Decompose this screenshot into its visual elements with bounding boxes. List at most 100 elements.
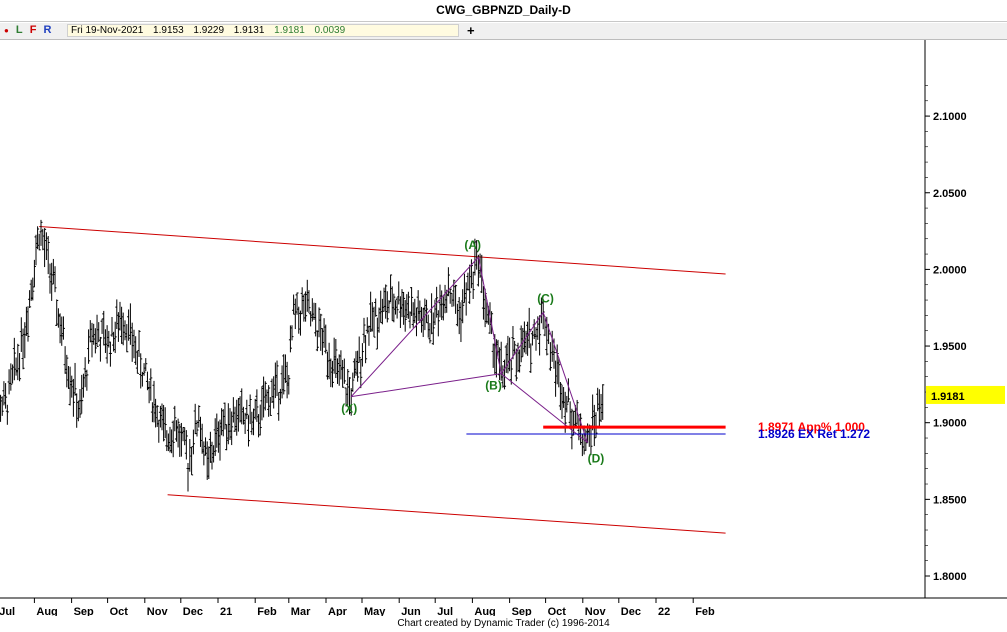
price-bar [471, 271, 475, 300]
x-tick-label: Sep [74, 606, 94, 616]
price-bar [127, 309, 131, 341]
price-bar [18, 353, 22, 382]
y-tick-label: 1.9000 [933, 418, 967, 430]
price-bar [48, 263, 52, 294]
price-bar [165, 430, 169, 452]
r-toggle[interactable]: R [43, 24, 52, 36]
price-bar [73, 362, 77, 396]
wave-label: (B) [485, 379, 502, 393]
price-bar [174, 420, 178, 442]
price-bar [12, 337, 16, 381]
price-bar [450, 292, 454, 307]
price-bar [565, 395, 569, 413]
x-axis: Jul Aug Sep Oct Nov Dec 21 Feb Mar Apr May Jun Jul Au… [0, 598, 715, 616]
price-bar [377, 307, 381, 333]
dot-toggle[interactable]: ● [4, 26, 9, 35]
price-bar [425, 299, 429, 324]
price-bar [195, 420, 199, 437]
price-bar [231, 397, 235, 423]
price-bar [464, 282, 468, 316]
price-bar [263, 381, 267, 411]
price-bar [459, 302, 463, 343]
price-bar [402, 291, 406, 325]
price-bar [37, 233, 41, 251]
price-bar [134, 336, 138, 365]
x-tick-label: 22 [658, 606, 670, 616]
price-bar [282, 354, 286, 395]
wave-line [477, 257, 502, 374]
price-bar [9, 363, 13, 391]
price-bar [171, 420, 175, 458]
price-bar [273, 362, 277, 399]
price-bar [305, 279, 309, 312]
price-bar [68, 366, 72, 406]
price-bar [258, 404, 262, 436]
y-tick-label: 2.1000 [933, 111, 967, 123]
price-bar [88, 320, 92, 343]
price-bar [352, 358, 356, 379]
price-bar [526, 321, 530, 356]
price-bar [513, 340, 517, 355]
price-bar [370, 302, 374, 332]
price-bar [468, 264, 472, 304]
add-study-button[interactable]: + [467, 23, 475, 38]
price-bar [315, 330, 319, 352]
x-tick-label: Jul [437, 606, 453, 616]
price-bar [283, 354, 287, 383]
price-bar [70, 375, 74, 398]
price-bar [178, 423, 182, 457]
price-bar [454, 284, 458, 314]
x-tick-label: Dec [183, 606, 203, 616]
price-bar [200, 423, 204, 454]
price-bar [351, 372, 355, 392]
f-toggle[interactable]: F [29, 24, 37, 36]
price-bar [307, 290, 311, 314]
price-bar [24, 306, 28, 336]
ohlc-readout: Fri 19-Nov-2021 1.9153 1.9229 1.9131 1.9… [67, 24, 459, 37]
price-bar [295, 292, 299, 315]
price-bar [28, 290, 32, 309]
price-bar [160, 403, 164, 431]
price-bar [387, 300, 391, 314]
x-tick-label: Nov [585, 606, 607, 616]
price-bar [416, 290, 420, 321]
price-bar [290, 325, 294, 341]
price-bar [181, 427, 185, 442]
price-bar [369, 291, 373, 332]
price-bar [137, 330, 141, 357]
price-bar [275, 360, 279, 397]
chart-grid [0, 40, 1007, 599]
wave-labels: (X) (A) (B) (C) (D) [341, 238, 604, 465]
price-bar [98, 336, 102, 362]
price-bar [202, 441, 206, 466]
price-bar [216, 421, 220, 453]
y-tick-label: 2.0000 [933, 264, 967, 276]
price-bar [115, 299, 119, 330]
price-bar [491, 343, 495, 368]
wave-line [500, 312, 544, 374]
price-bar [562, 387, 566, 408]
l-toggle[interactable]: L [15, 24, 23, 36]
price-bar [168, 426, 172, 453]
price-bar [403, 300, 407, 332]
price-bar [310, 298, 314, 322]
price-bar [188, 438, 192, 472]
price-bar [155, 405, 159, 427]
ohlc-high: 1.9229 [193, 25, 225, 36]
price-bar [142, 363, 146, 376]
x-tick-label: Oct [548, 606, 567, 616]
price-bar [53, 266, 57, 293]
price-bar [225, 424, 229, 451]
price-bar [65, 354, 69, 388]
price-bar [193, 403, 197, 435]
price-bar [390, 286, 394, 322]
price-bar [372, 306, 376, 338]
price-bar [392, 293, 396, 323]
price-bar [23, 322, 27, 359]
price-bar [113, 321, 117, 354]
ohlc-close: 1.9181 [274, 25, 305, 36]
y-tick-label: 1.8500 [933, 494, 967, 506]
price-bar [365, 317, 369, 334]
